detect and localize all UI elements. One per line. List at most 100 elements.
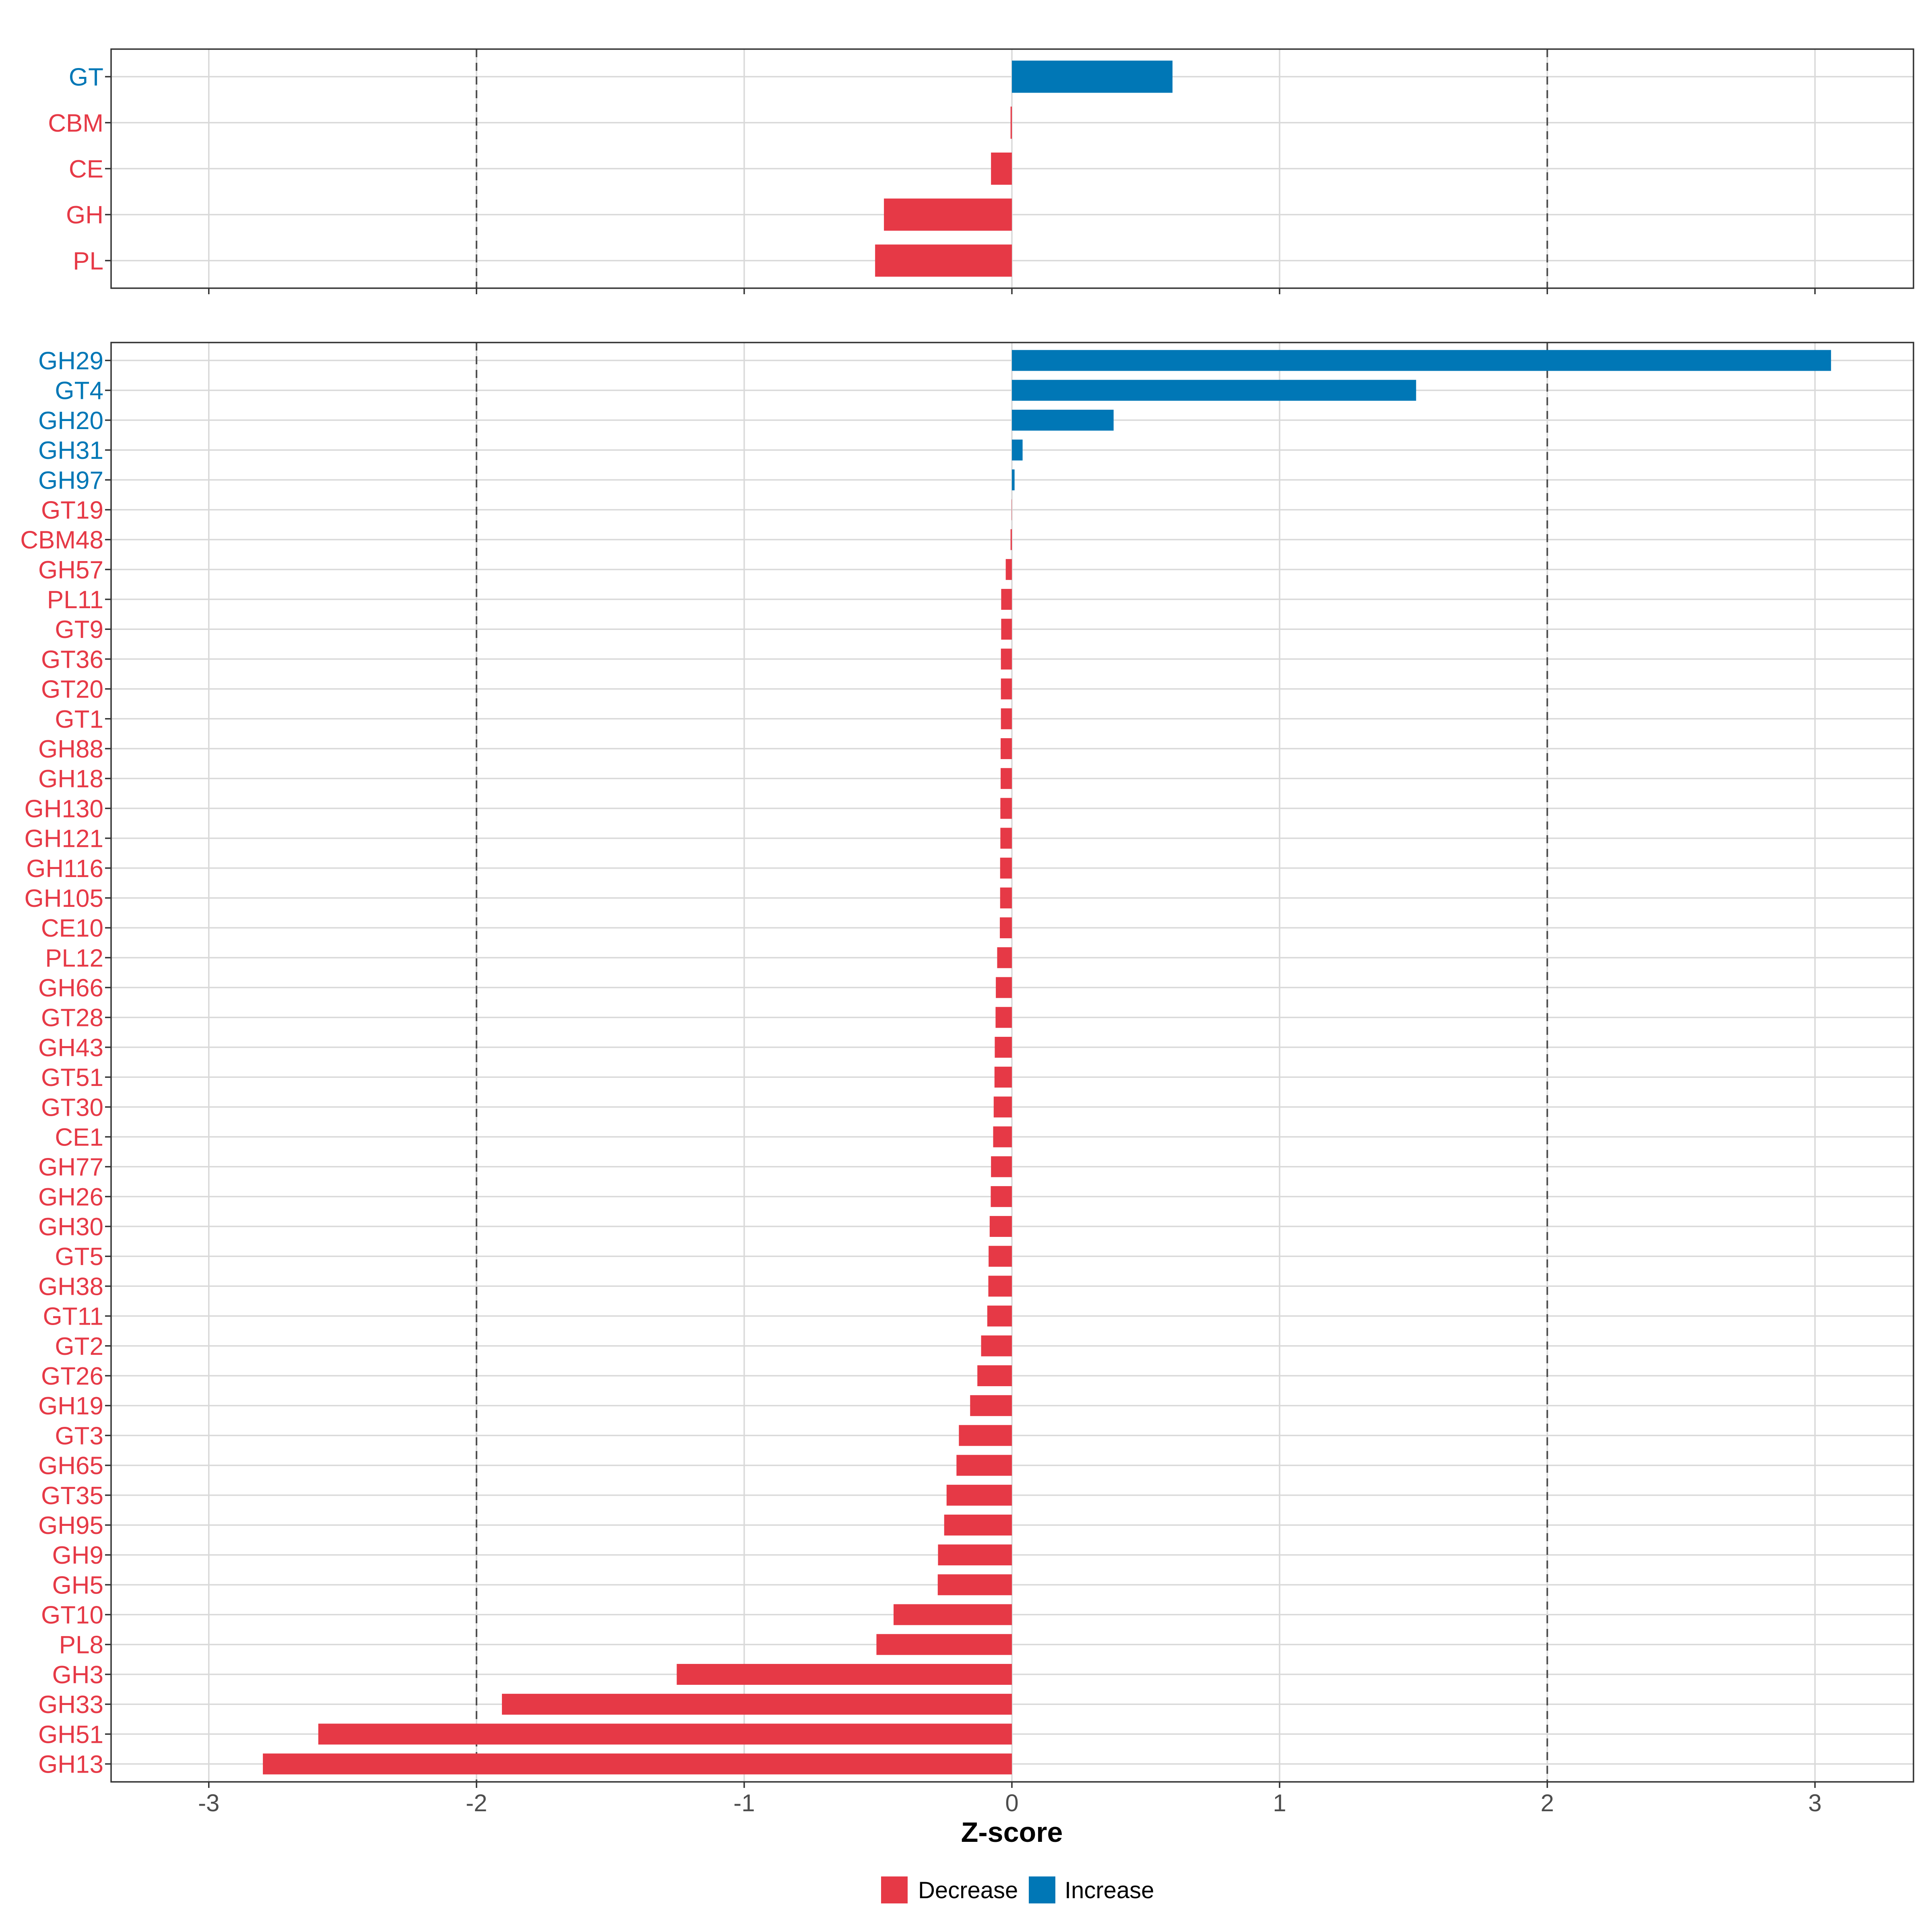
bar-gh121 bbox=[1000, 828, 1012, 849]
legend: Decrease Increase bbox=[881, 1876, 1154, 1903]
bar-gt30 bbox=[993, 1096, 1012, 1118]
bar-gh77 bbox=[991, 1156, 1012, 1177]
category-label-gh9: GH9 bbox=[52, 1542, 103, 1569]
category-label-pl: PL bbox=[73, 247, 103, 275]
bar-gh9 bbox=[938, 1544, 1012, 1566]
category-label-gh51: GH51 bbox=[38, 1721, 103, 1748]
category-label-gh18: GH18 bbox=[38, 765, 103, 793]
category-label-gt36: GT36 bbox=[41, 646, 103, 673]
bar-gt35 bbox=[946, 1484, 1012, 1506]
category-label-gh121: GH121 bbox=[25, 825, 103, 853]
bar-gh51 bbox=[318, 1724, 1012, 1745]
bar-ce10 bbox=[1000, 917, 1012, 939]
category-label-gh13: GH13 bbox=[38, 1750, 103, 1778]
x-tick-label: -1 bbox=[733, 1790, 755, 1816]
category-label-gt: GT bbox=[69, 64, 103, 91]
category-label-gh77: GH77 bbox=[38, 1154, 103, 1181]
x-tick-label: 0 bbox=[1005, 1790, 1018, 1816]
bar-gh30 bbox=[989, 1216, 1012, 1237]
category-label-gh20: GH20 bbox=[38, 407, 103, 435]
category-label-gh43: GH43 bbox=[38, 1034, 103, 1062]
category-label-gt20: GT20 bbox=[41, 676, 103, 704]
category-label-gt5: GT5 bbox=[55, 1243, 103, 1271]
bar-pl8 bbox=[876, 1634, 1012, 1655]
bar-gt11 bbox=[987, 1305, 1012, 1327]
bar-gh bbox=[884, 198, 1012, 231]
category-label-ce10: CE10 bbox=[41, 914, 103, 942]
legend-label-increase: Increase bbox=[1065, 1877, 1154, 1903]
category-label-gh88: GH88 bbox=[38, 735, 103, 763]
bar-gh5 bbox=[937, 1574, 1012, 1596]
category-label-gt10: GT10 bbox=[41, 1602, 103, 1629]
bar-gh130 bbox=[1000, 798, 1012, 819]
bar-pl12 bbox=[997, 947, 1012, 968]
bar-gt bbox=[1012, 60, 1173, 93]
bar-cbm bbox=[1010, 106, 1012, 139]
category-label-gh26: GH26 bbox=[38, 1183, 103, 1211]
x-tick-label: 3 bbox=[1808, 1790, 1822, 1816]
bar-gh3 bbox=[677, 1664, 1012, 1685]
bar-gt9 bbox=[1001, 619, 1012, 640]
category-label-gt2: GT2 bbox=[55, 1333, 103, 1360]
category-label-gt4: GT4 bbox=[55, 377, 103, 405]
category-label-gt30: GT30 bbox=[41, 1094, 103, 1121]
category-label-gh105: GH105 bbox=[25, 885, 103, 912]
bar-gh116 bbox=[1000, 857, 1012, 879]
category-label-pl8: PL8 bbox=[59, 1631, 103, 1659]
category-label-gh33: GH33 bbox=[38, 1691, 103, 1719]
category-label-gh116: GH116 bbox=[26, 855, 103, 883]
bar-gh97 bbox=[1012, 469, 1015, 491]
bar-gh66 bbox=[996, 977, 1012, 998]
bar-gt1 bbox=[1001, 708, 1012, 729]
category-label-gh31: GH31 bbox=[38, 437, 103, 464]
bar-gt2 bbox=[981, 1335, 1012, 1356]
category-label-gh29: GH29 bbox=[38, 347, 103, 375]
category-label-gh38: GH38 bbox=[38, 1273, 103, 1300]
bar-gh33 bbox=[502, 1694, 1012, 1715]
bar-gh18 bbox=[1001, 768, 1012, 789]
bar-cbm48 bbox=[1010, 529, 1012, 550]
bar-gt20 bbox=[1001, 678, 1012, 700]
category-label-cbm48: CBM48 bbox=[20, 526, 103, 554]
category-label-ce: CE bbox=[69, 155, 103, 183]
bar-gt28 bbox=[995, 1007, 1012, 1028]
panel-bottom: GH29GT4GH20GH31GH97GT19CBM48GH57PL11GT9G… bbox=[20, 342, 1914, 1816]
category-label-gh57: GH57 bbox=[38, 556, 103, 584]
bar-gh38 bbox=[988, 1276, 1012, 1297]
category-label-gh65: GH65 bbox=[38, 1452, 103, 1480]
bar-gt36 bbox=[1001, 648, 1012, 670]
x-axis-title: Z-score bbox=[961, 1816, 1063, 1848]
bar-gh29 bbox=[1012, 350, 1831, 371]
category-label-gh95: GH95 bbox=[38, 1512, 103, 1540]
category-label-gh3: GH3 bbox=[52, 1661, 103, 1689]
bar-gt3 bbox=[959, 1425, 1012, 1446]
category-label-ce1: CE1 bbox=[55, 1123, 103, 1151]
category-label-gh30: GH30 bbox=[38, 1213, 103, 1241]
x-tick-label: -3 bbox=[198, 1790, 219, 1816]
panel-top: GT CBM CE GH PL bbox=[48, 48, 1914, 294]
category-label-gh: GH bbox=[66, 201, 103, 229]
bar-gh19 bbox=[970, 1395, 1012, 1416]
category-label-gt35: GT35 bbox=[41, 1482, 103, 1510]
bar-gh88 bbox=[1001, 738, 1012, 759]
category-label-gt9: GT9 bbox=[55, 616, 103, 644]
category-label-gt51: GT51 bbox=[41, 1064, 103, 1092]
bar-gt26 bbox=[977, 1365, 1012, 1386]
bar-ce bbox=[991, 153, 1012, 185]
category-label-pl12: PL12 bbox=[45, 944, 103, 972]
bar-gh65 bbox=[956, 1455, 1012, 1476]
category-label-gt28: GT28 bbox=[41, 1004, 103, 1032]
bar-gt5 bbox=[989, 1246, 1012, 1267]
category-label-gh97: GH97 bbox=[38, 466, 103, 494]
bar-gt19 bbox=[1011, 499, 1012, 520]
category-label-cbm: CBM bbox=[48, 109, 103, 137]
category-label-gt26: GT26 bbox=[41, 1362, 103, 1390]
bar-gh95 bbox=[944, 1514, 1012, 1536]
bar-gh31 bbox=[1012, 440, 1023, 461]
category-label-gh66: GH66 bbox=[38, 974, 103, 1002]
category-label-gh5: GH5 bbox=[52, 1571, 103, 1599]
bar-ce1 bbox=[993, 1126, 1012, 1148]
bar-gt4 bbox=[1012, 380, 1416, 401]
bar-gt10 bbox=[894, 1604, 1012, 1625]
